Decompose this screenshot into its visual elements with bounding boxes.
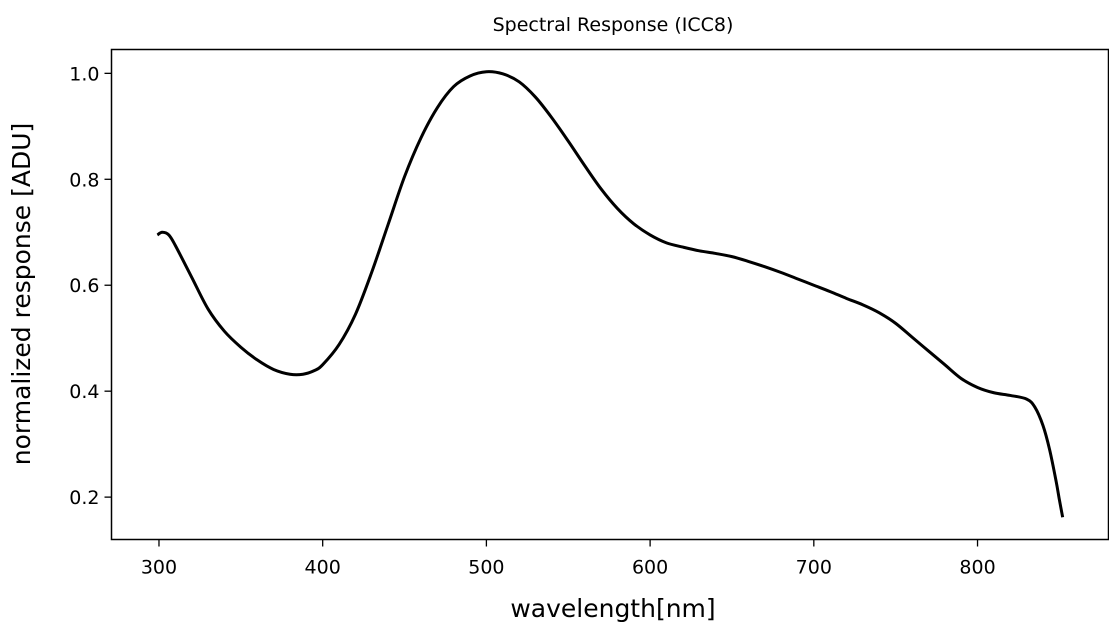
x-tick-label: 300 [141,557,177,579]
data-layer [156,70,1065,518]
x-axis-label: wavelength[nm] [510,594,715,623]
y-axis-label: normalized response [ADU] [7,123,36,466]
x-tick-label: 500 [468,557,504,579]
x-tick-label: 800 [959,557,995,579]
y-tick-label: 0.8 [69,169,99,191]
x-tick-label: 600 [632,557,668,579]
y-tick-label: 0.2 [69,487,99,509]
spectral-response-line [156,70,1065,518]
y-tick-label: 1.0 [69,63,99,85]
axes-frame [110,48,1109,541]
x-tick-label: 400 [305,557,341,579]
x-axis: 300 400 500 600 700 800 [141,539,996,579]
plot-area [110,48,1109,541]
y-axis: 0.2 0.4 0.6 0.8 1.0 [69,63,112,509]
y-tick-label: 0.4 [69,381,99,403]
y-tick-label: 0.6 [69,275,99,297]
x-tick-label: 700 [796,557,832,579]
chart-title: Spectral Response (ICC8) [493,14,734,36]
